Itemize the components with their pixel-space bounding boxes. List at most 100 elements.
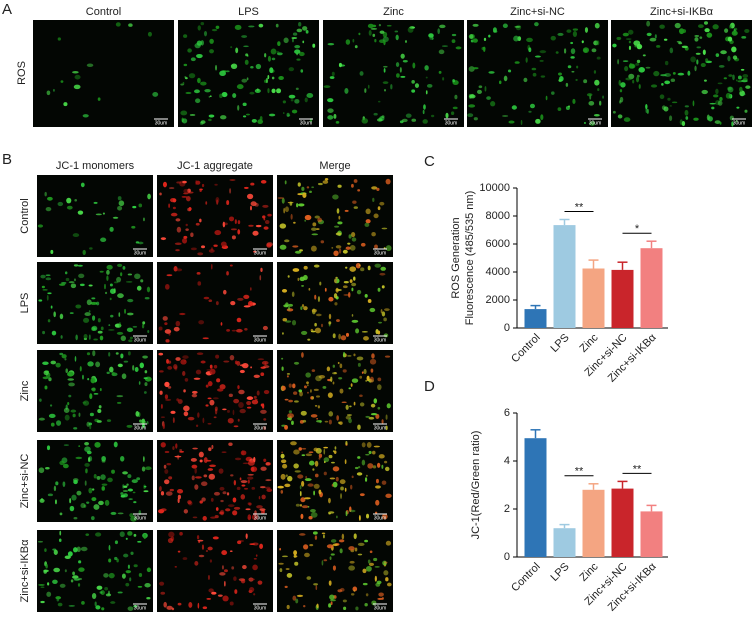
cell (132, 325, 138, 328)
cell (220, 499, 224, 503)
cell (50, 305, 53, 309)
cell (335, 245, 342, 249)
cell (328, 580, 332, 586)
cell (342, 369, 347, 373)
cell (175, 218, 181, 222)
cell (663, 106, 669, 112)
scale-bar-label: 30um (374, 337, 387, 343)
cell (104, 587, 109, 591)
cell (226, 328, 231, 332)
cell (91, 593, 97, 599)
cell (323, 471, 327, 476)
cell (263, 418, 267, 421)
cell (143, 377, 148, 380)
cell (121, 573, 126, 579)
cell (99, 270, 104, 273)
cell (221, 451, 227, 453)
cell (66, 197, 72, 204)
cell (242, 115, 247, 118)
cell (744, 109, 748, 113)
cell (244, 59, 249, 65)
cell (376, 187, 380, 191)
cell (373, 398, 378, 404)
cell (591, 48, 597, 53)
cell (331, 461, 335, 464)
cell (241, 35, 248, 38)
cell (311, 308, 318, 313)
cell (176, 226, 182, 233)
cell (359, 375, 363, 379)
cell (328, 419, 332, 425)
cell (306, 381, 309, 385)
cell (329, 76, 335, 79)
cell (323, 559, 328, 562)
significance-label: * (635, 223, 640, 235)
cell (246, 77, 249, 81)
cell (742, 93, 746, 96)
cell (43, 569, 48, 574)
cell (260, 267, 263, 273)
cell (357, 542, 365, 547)
cell (109, 283, 113, 287)
cell (194, 484, 199, 490)
cell (279, 568, 283, 573)
cell (47, 493, 53, 497)
cell (84, 480, 87, 486)
cell (190, 457, 197, 462)
scale-bar-label: 30um (254, 425, 267, 431)
cell (220, 241, 227, 247)
cell (374, 38, 377, 43)
cell (511, 105, 517, 110)
cell (348, 291, 351, 298)
cell (539, 50, 547, 54)
cell (68, 382, 75, 387)
cell (125, 570, 132, 574)
cell (239, 364, 246, 367)
cell (301, 352, 304, 358)
cell (269, 67, 274, 74)
cell (40, 274, 46, 279)
cell (304, 552, 310, 558)
panel-letter: C (424, 153, 435, 170)
cell (249, 91, 255, 95)
cell (364, 88, 367, 93)
cell (301, 186, 305, 192)
cell (230, 63, 238, 70)
cell (99, 591, 103, 594)
cell (333, 250, 339, 257)
cell (139, 362, 145, 369)
cell (663, 38, 668, 41)
y-tick-label: 0 (504, 322, 510, 334)
cell (371, 353, 375, 359)
cell (337, 184, 342, 188)
cell (94, 601, 97, 607)
cell (210, 497, 214, 502)
cell (205, 201, 208, 205)
cell (365, 219, 371, 224)
row-label: Zinc+si-NC (19, 454, 31, 509)
cell (192, 516, 198, 519)
cell (126, 483, 129, 486)
cell (279, 223, 287, 229)
cell (649, 37, 657, 42)
cell (589, 121, 596, 126)
cell (302, 192, 307, 198)
cell (441, 45, 448, 47)
cell (619, 89, 623, 93)
cell (66, 205, 73, 210)
cell (164, 329, 172, 334)
cell (117, 196, 122, 201)
cell (195, 98, 201, 104)
cell (263, 389, 270, 395)
cell (353, 589, 356, 592)
cell (253, 250, 257, 253)
cell (109, 297, 112, 301)
cell (281, 451, 284, 454)
cell (664, 60, 669, 66)
cell (215, 507, 219, 511)
cell (215, 301, 219, 306)
cell (294, 98, 300, 104)
cell (383, 570, 389, 576)
y-tick-label: 10000 (479, 182, 510, 194)
cell (185, 228, 189, 232)
